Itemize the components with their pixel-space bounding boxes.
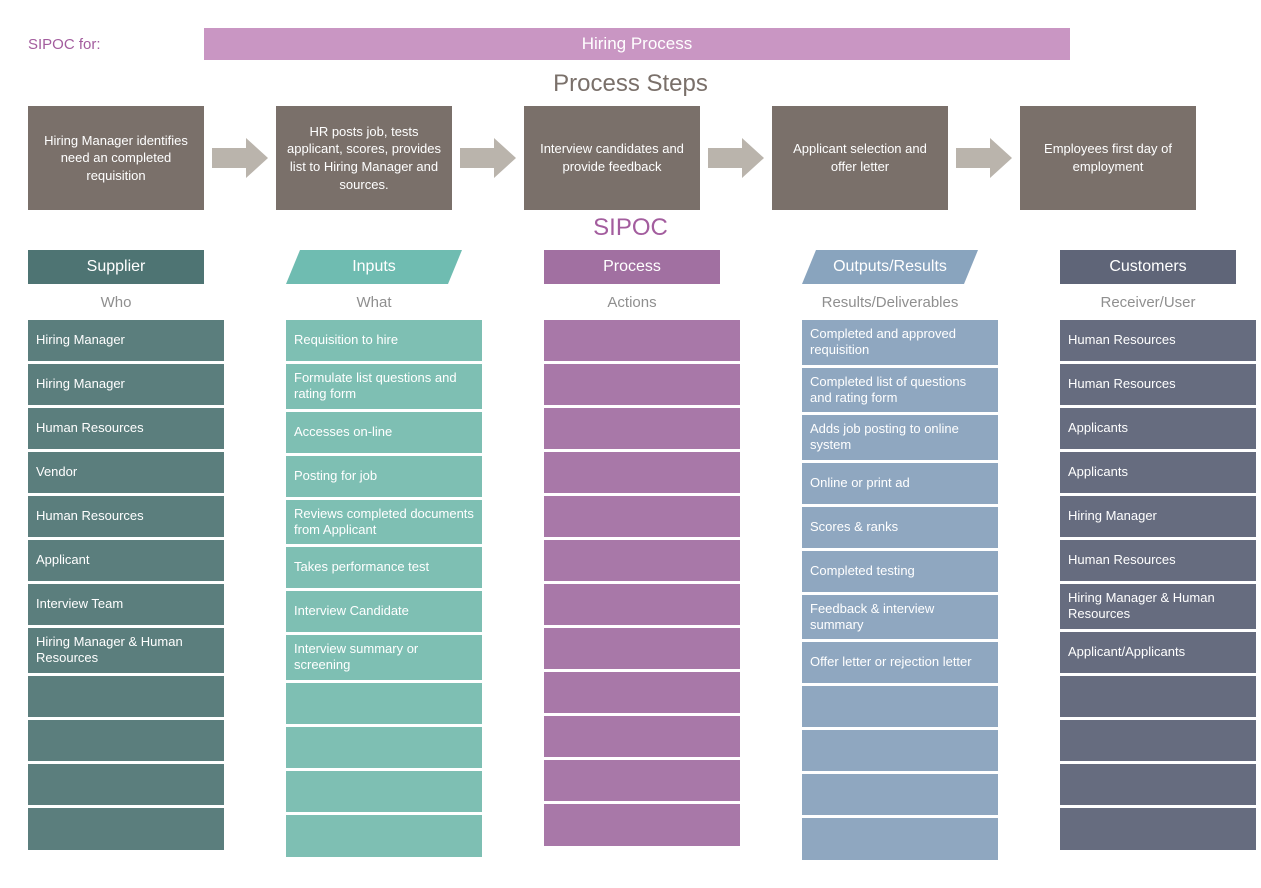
column-cells: Human ResourcesHuman ResourcesApplicants…	[1060, 320, 1256, 850]
sipoc-cell	[544, 408, 740, 450]
sipoc-cell	[28, 720, 224, 762]
process-steps-heading: Process Steps	[28, 70, 1233, 98]
sipoc-cell	[802, 774, 998, 816]
sipoc-cell	[544, 540, 740, 582]
sipoc-cell: Applicants	[1060, 408, 1256, 450]
sipoc-cell	[1060, 764, 1256, 806]
sipoc-cell: Human Resources	[28, 408, 224, 450]
sipoc-cell: Completed testing	[802, 551, 998, 593]
sipoc-cell: Adds job posting to online system	[802, 415, 998, 461]
sipoc-cell: Applicant	[28, 540, 224, 582]
sipoc-cell	[286, 815, 482, 857]
sipoc-cell: Reviews completed documents from Applica…	[286, 500, 482, 546]
sipoc-cell	[286, 771, 482, 813]
sipoc-cell: Human Resources	[1060, 364, 1256, 406]
sipoc-column: Outputs/ResultsResults/DeliverablesCompl…	[802, 250, 978, 860]
column-cells: Requisition to hireFormulate list questi…	[286, 320, 482, 857]
arrow-right-icon	[956, 138, 1012, 178]
column-subheader: Receiver/User	[1060, 294, 1236, 314]
sipoc-cell	[544, 452, 740, 494]
sipoc-cell: Interview Candidate	[286, 591, 482, 633]
sipoc-cell: Interview Team	[28, 584, 224, 626]
sipoc-for-label: SIPOC for:	[28, 36, 204, 53]
column-subheader: What	[286, 294, 462, 314]
sipoc-column: InputsWhatRequisition to hireFormulate l…	[286, 250, 462, 860]
arrow-right-icon	[212, 138, 268, 178]
sipoc-column: Process Actions	[544, 250, 720, 860]
sipoc-cell	[286, 727, 482, 769]
column-header: Supplier	[28, 250, 204, 284]
process-step-box: Hiring Manager identifies need an comple…	[28, 106, 204, 210]
sipoc-cell	[544, 672, 740, 714]
sipoc-cell: Completed and approved requisition	[802, 320, 998, 366]
sipoc-cell: Hiring Manager	[28, 320, 224, 362]
sipoc-cell: Formulate list questions and rating form	[286, 364, 482, 410]
sipoc-cell: Hiring Manager & Human Resources	[1060, 584, 1256, 630]
sipoc-cell: Takes performance test	[286, 547, 482, 589]
sipoc-cell	[544, 760, 740, 802]
sipoc-column: CustomersReceiver/UserHuman ResourcesHum…	[1060, 250, 1236, 860]
sipoc-cell: Requisition to hire	[286, 320, 482, 362]
sipoc-heading: SIPOC	[28, 214, 1233, 242]
sipoc-cell	[802, 686, 998, 728]
column-header: Process	[544, 250, 720, 284]
sipoc-cell	[286, 683, 482, 725]
arrow-right-icon	[460, 138, 516, 178]
sipoc-cell	[544, 716, 740, 758]
column-cells: Hiring ManagerHiring ManagerHuman Resour…	[28, 320, 224, 850]
sipoc-cell	[28, 808, 224, 850]
sipoc-cell: Completed list of questions and rating f…	[802, 368, 998, 414]
top-row: SIPOC for: Hiring Process	[28, 28, 1233, 60]
sipoc-cell	[544, 628, 740, 670]
sipoc-cell: Human Resources	[1060, 540, 1256, 582]
sipoc-cell: Hiring Manager	[28, 364, 224, 406]
sipoc-cell	[544, 364, 740, 406]
sipoc-cell: Accesses on-line	[286, 412, 482, 454]
column-subheader: Who	[28, 294, 204, 314]
sipoc-cell	[802, 818, 998, 860]
column-cells	[544, 320, 740, 846]
sipoc-cell: Vendor	[28, 452, 224, 494]
sipoc-cell	[1060, 676, 1256, 718]
sipoc-cell	[544, 584, 740, 626]
title-bar: Hiring Process	[204, 28, 1070, 60]
sipoc-cell: Online or print ad	[802, 463, 998, 505]
process-step-box: Employees first day of employment	[1020, 106, 1196, 210]
sipoc-cell: Hiring Manager & Human Resources	[28, 628, 224, 674]
sipoc-cell	[28, 676, 224, 718]
column-header: Customers	[1060, 250, 1236, 284]
sipoc-cell: Applicant/Applicants	[1060, 632, 1256, 674]
sipoc-cell	[1060, 808, 1256, 850]
sipoc-cell: Hiring Manager	[1060, 496, 1256, 538]
sipoc-cell	[544, 320, 740, 362]
process-steps-row: Hiring Manager identifies need an comple…	[28, 106, 1233, 210]
process-step-box: Applicant selection and offer letter	[772, 106, 948, 210]
sipoc-cell: Applicants	[1060, 452, 1256, 494]
sipoc-cell	[1060, 720, 1256, 762]
sipoc-cell	[28, 764, 224, 806]
sipoc-cell	[544, 804, 740, 846]
column-header: Inputs	[286, 250, 462, 284]
process-step-box: Interview candidates and provide feedbac…	[524, 106, 700, 210]
sipoc-cell: Scores & ranks	[802, 507, 998, 549]
sipoc-cell: Interview summary or screening	[286, 635, 482, 681]
column-header: Outputs/Results	[802, 250, 978, 284]
sipoc-cell	[544, 496, 740, 538]
sipoc-cell: Offer letter or rejection letter	[802, 642, 998, 684]
sipoc-cell: Feedback & interview summary	[802, 595, 998, 641]
column-cells: Completed and approved requisitionComple…	[802, 320, 998, 860]
sipoc-column: SupplierWhoHiring ManagerHiring ManagerH…	[28, 250, 204, 860]
column-subheader: Results/Deliverables	[802, 294, 978, 314]
column-subheader: Actions	[544, 294, 720, 314]
sipoc-cell: Posting for job	[286, 456, 482, 498]
sipoc-cell: Human Resources	[28, 496, 224, 538]
sipoc-cell: Human Resources	[1060, 320, 1256, 362]
process-step-box: HR posts job, tests applicant, scores, p…	[276, 106, 452, 210]
arrow-right-icon	[708, 138, 764, 178]
sipoc-cell	[802, 730, 998, 772]
sipoc-grid: SupplierWhoHiring ManagerHiring ManagerH…	[28, 250, 1233, 860]
